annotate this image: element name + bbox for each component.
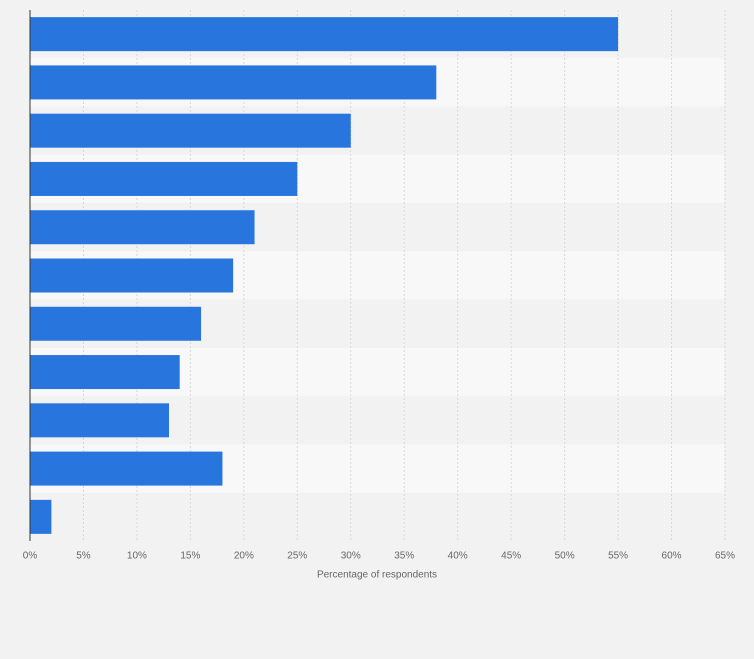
x-tick-label: 25% — [287, 551, 307, 562]
x-tick-label: 65% — [715, 551, 735, 562]
x-tick-label: 45% — [501, 551, 521, 562]
bar — [30, 17, 619, 52]
bar — [30, 65, 437, 100]
x-tick-label: 55% — [608, 551, 628, 562]
x-axis-label: Percentage of respondents — [317, 570, 437, 581]
bar — [30, 113, 351, 148]
bar — [30, 355, 180, 390]
x-tick-label: 0% — [23, 551, 38, 562]
x-tick-label: 60% — [662, 551, 682, 562]
x-tick-label: 20% — [234, 551, 254, 562]
x-tick-label: 50% — [555, 551, 575, 562]
x-tick-label: 15% — [180, 551, 200, 562]
row-band — [30, 492, 725, 541]
bar — [30, 499, 52, 534]
x-tick-label: 40% — [448, 551, 468, 562]
bar — [30, 210, 255, 245]
bar — [30, 451, 223, 486]
x-tick-label: 30% — [341, 551, 361, 562]
x-tick-label: 10% — [127, 551, 147, 562]
x-tick-label: 35% — [394, 551, 414, 562]
bar — [30, 161, 298, 196]
bar — [30, 306, 202, 341]
bar — [30, 403, 169, 438]
bar — [30, 258, 234, 293]
x-tick-label: 5% — [76, 551, 91, 562]
